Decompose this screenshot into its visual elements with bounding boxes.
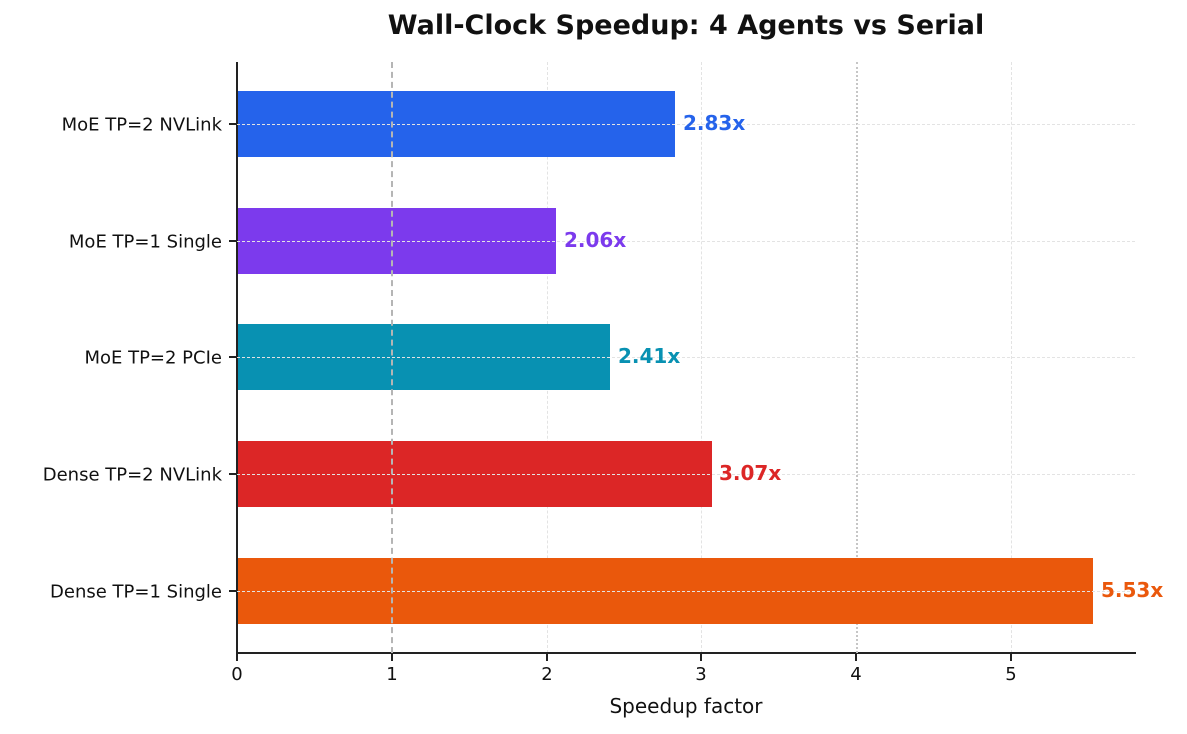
- x-tick-label: 0: [231, 664, 243, 685]
- y-tick: [229, 240, 236, 242]
- grid-y-0: [237, 124, 1135, 125]
- value-label: 3.07x: [719, 461, 782, 485]
- chart-title: Wall-Clock Speedup: 4 Agents vs Serial: [387, 10, 985, 41]
- x-axis-line: [236, 652, 1136, 654]
- grid-y-2: [237, 357, 1135, 358]
- y-tick: [229, 356, 236, 358]
- y-tick: [229, 123, 236, 125]
- value-label: 2.83x: [683, 111, 746, 135]
- grid-y-1: [237, 241, 1135, 242]
- y-tick-label: MoE TP=1 Single: [68, 231, 222, 253]
- x-tick: [1010, 654, 1012, 661]
- value-label: 5.53x: [1101, 578, 1164, 602]
- x-tick-label: 4: [850, 664, 862, 685]
- x-tick: [700, 654, 702, 661]
- y-axis-line: [236, 62, 238, 654]
- reference-line-1x: [391, 62, 393, 653]
- value-label: 2.06x: [564, 228, 627, 252]
- plot-area: 2.83x 2.06x 2.41x 3.07x 5.53x: [237, 62, 1163, 653]
- grid-y-3: [237, 474, 1135, 475]
- x-tick-label: 1: [386, 664, 398, 685]
- y-tick: [229, 590, 236, 592]
- x-tick-label: 2: [541, 664, 553, 685]
- y-tick-label: MoE TP=2 PCIe: [84, 347, 222, 369]
- y-tick-label: Dense TP=2 NVLink: [42, 464, 222, 486]
- grid-y-4: [237, 591, 1135, 592]
- x-tick: [546, 654, 548, 661]
- y-tick-label: Dense TP=1 Single: [50, 581, 222, 603]
- x-tick-label: 5: [1005, 664, 1017, 685]
- x-axis-title: Speedup factor: [609, 694, 763, 718]
- value-label: 2.41x: [618, 344, 681, 368]
- x-tick-label: 3: [695, 664, 707, 685]
- y-tick-label: MoE TP=2 NVLink: [61, 114, 222, 136]
- x-tick: [236, 654, 238, 661]
- y-tick: [229, 473, 236, 475]
- x-tick: [391, 654, 393, 661]
- x-tick: [855, 654, 857, 661]
